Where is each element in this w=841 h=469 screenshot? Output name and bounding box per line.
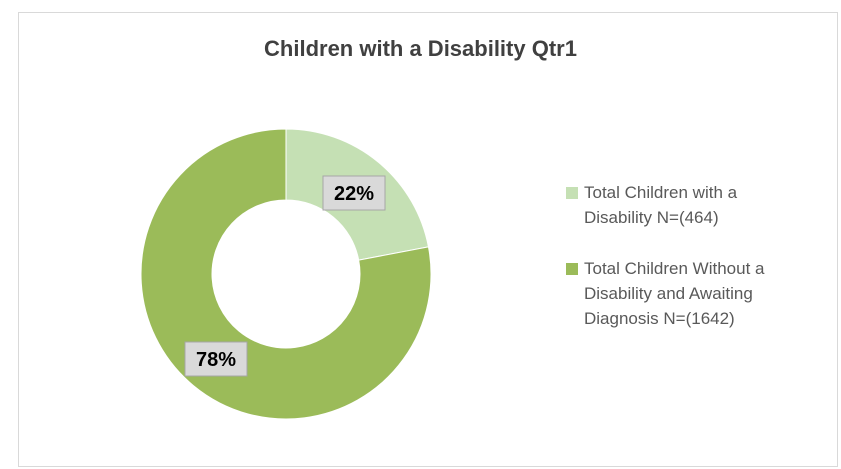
legend-item-without-disability: Total Children Without a Disability and … [566,256,826,331]
legend-swatch-without-disability [566,263,578,275]
data-label-without-disability: 78% [196,349,236,371]
data-label-with-disability: 22% [334,183,374,205]
data-label-box-with-disability [322,175,386,211]
data-label-box-without-disability [184,341,248,377]
legend: Total Children with a Disability N=(464)… [566,180,826,357]
legend-item-with-disability: Total Children with a Disability N=(464) [566,180,826,230]
legend-label-with-disability: Total Children with a Disability N=(464) [584,183,738,227]
legend-label-without-disability: Total Children Without a Disability and … [584,259,765,328]
legend-swatch-with-disability [566,187,578,199]
data-labels-group: 22% 78% [184,175,386,377]
chart-title: Children with a Disability Qtr1 [264,36,577,61]
slices-group [140,128,432,420]
